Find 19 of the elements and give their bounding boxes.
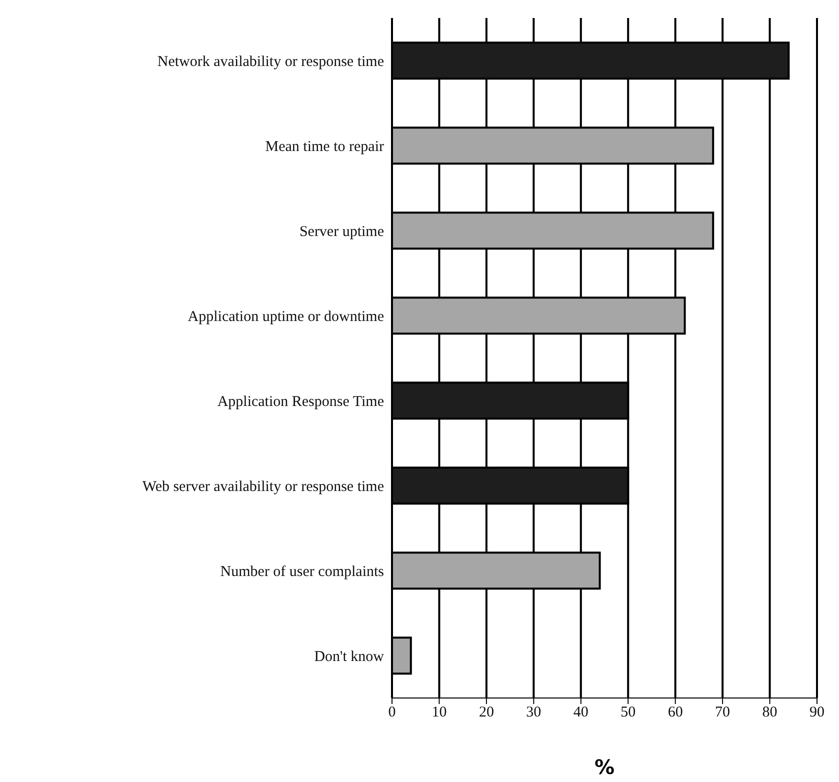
- y-tick-label: Don't know: [314, 648, 384, 665]
- y-tick-label: Network availability or response time: [157, 54, 384, 70]
- x-tick-label: 10: [432, 704, 447, 721]
- x-tick-label: 50: [620, 704, 636, 721]
- y-tick-label: Server uptime: [299, 224, 384, 240]
- x-axis-title: %: [594, 755, 615, 779]
- y-tick-label: Application Response Time: [217, 394, 384, 410]
- x-tick-label: 40: [573, 704, 588, 721]
- y-tick-label: Number of user complaints: [220, 564, 384, 580]
- y-tick-label: Web server availability or response time: [142, 478, 384, 495]
- x-tick-label: 70: [715, 704, 730, 721]
- x-tick-label: 60: [668, 704, 683, 721]
- x-tick-label: 80: [762, 704, 778, 721]
- x-tick-label: 20: [478, 704, 494, 721]
- y-tick-label: Application uptime or downtime: [188, 308, 384, 325]
- x-tick-label: 0: [388, 704, 396, 721]
- x-tick-label: 90: [810, 704, 824, 721]
- x-tick-label: 30: [526, 704, 542, 721]
- y-tick-label: Mean time to repair: [265, 138, 384, 155]
